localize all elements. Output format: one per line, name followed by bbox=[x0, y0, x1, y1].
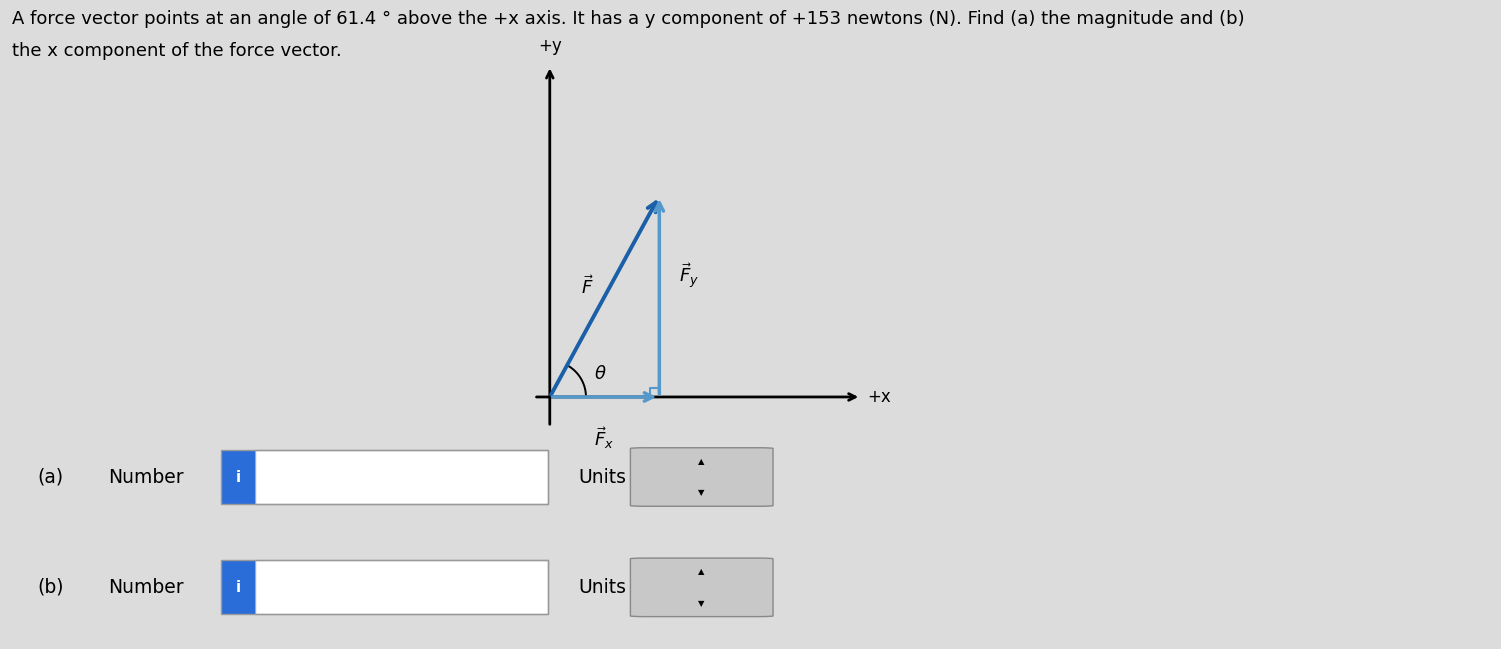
Text: i: i bbox=[236, 469, 240, 485]
Text: Number: Number bbox=[108, 467, 183, 487]
FancyBboxPatch shape bbox=[221, 560, 255, 615]
Text: i: i bbox=[236, 580, 240, 595]
Text: $\theta$: $\theta$ bbox=[594, 365, 606, 383]
Text: A force vector points at an angle of 61.4 ° above the +x axis. It has a y compon: A force vector points at an angle of 61.… bbox=[12, 10, 1244, 28]
FancyBboxPatch shape bbox=[255, 560, 548, 615]
Text: (b): (b) bbox=[38, 578, 65, 597]
Text: $\vec{F}_y$: $\vec{F}_y$ bbox=[680, 262, 699, 291]
Text: the x component of the force vector.: the x component of the force vector. bbox=[12, 42, 342, 60]
Text: $\vec{F}$: $\vec{F}$ bbox=[581, 275, 593, 299]
Text: ▲: ▲ bbox=[698, 457, 705, 466]
FancyBboxPatch shape bbox=[630, 448, 773, 506]
Text: Units: Units bbox=[578, 467, 626, 487]
Text: (a): (a) bbox=[38, 467, 63, 487]
Text: ▼: ▼ bbox=[698, 488, 705, 497]
Text: +x: +x bbox=[868, 388, 892, 406]
Text: +y: +y bbox=[537, 38, 561, 55]
FancyBboxPatch shape bbox=[221, 450, 255, 504]
Text: ▲: ▲ bbox=[698, 567, 705, 576]
Text: ▼: ▼ bbox=[698, 598, 705, 607]
Text: Number: Number bbox=[108, 578, 183, 597]
Text: Units: Units bbox=[578, 578, 626, 597]
FancyBboxPatch shape bbox=[630, 558, 773, 617]
FancyBboxPatch shape bbox=[255, 450, 548, 504]
Text: $\vec{F}_x$: $\vec{F}_x$ bbox=[594, 425, 614, 451]
